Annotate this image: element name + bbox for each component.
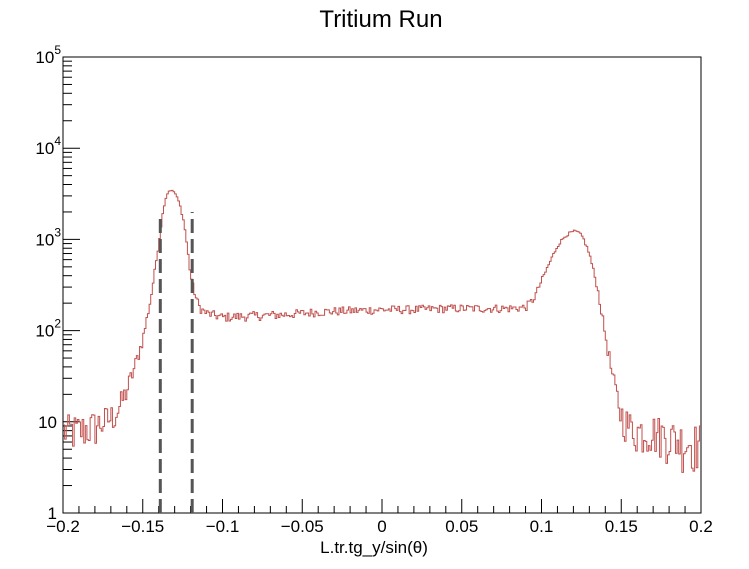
x-axis: −0.2 −0.15 −0.1 −0.05 0 0.05 0.1 0.15 0.2 [46, 499, 713, 536]
y-tick-label: 10 [38, 413, 57, 432]
x-tick-label: 0.2 [689, 517, 713, 536]
y-tick-label: 103 [35, 225, 61, 249]
x-tick-label: 0.15 [605, 517, 638, 536]
plot-frame [62, 56, 702, 514]
y-tick-label: 1 [48, 504, 57, 523]
x-tick-label: −0.15 [121, 517, 164, 536]
x-tick-label: −0.1 [206, 517, 240, 536]
x-tick-label: 0.1 [530, 517, 554, 536]
y-tick-label: 105 [35, 43, 61, 67]
x-tick-label: 0 [377, 517, 386, 536]
y-axis: 1 10 102 103 104 105 [35, 43, 80, 523]
x-axis-label: L.tr.tg_y/sin(θ) [320, 538, 428, 557]
x-tick-label: 0.05 [445, 517, 478, 536]
series-layer [63, 189, 701, 473]
y-tick-label: 104 [35, 134, 61, 158]
histogram-series-0 [63, 189, 701, 473]
x-tick-label: −0.2 [46, 517, 80, 536]
y-tick-label: 102 [35, 317, 61, 341]
chart-title: Tritium Run [319, 6, 442, 33]
x-tick-label: −0.05 [281, 517, 324, 536]
annotation-layer [158, 211, 194, 513]
